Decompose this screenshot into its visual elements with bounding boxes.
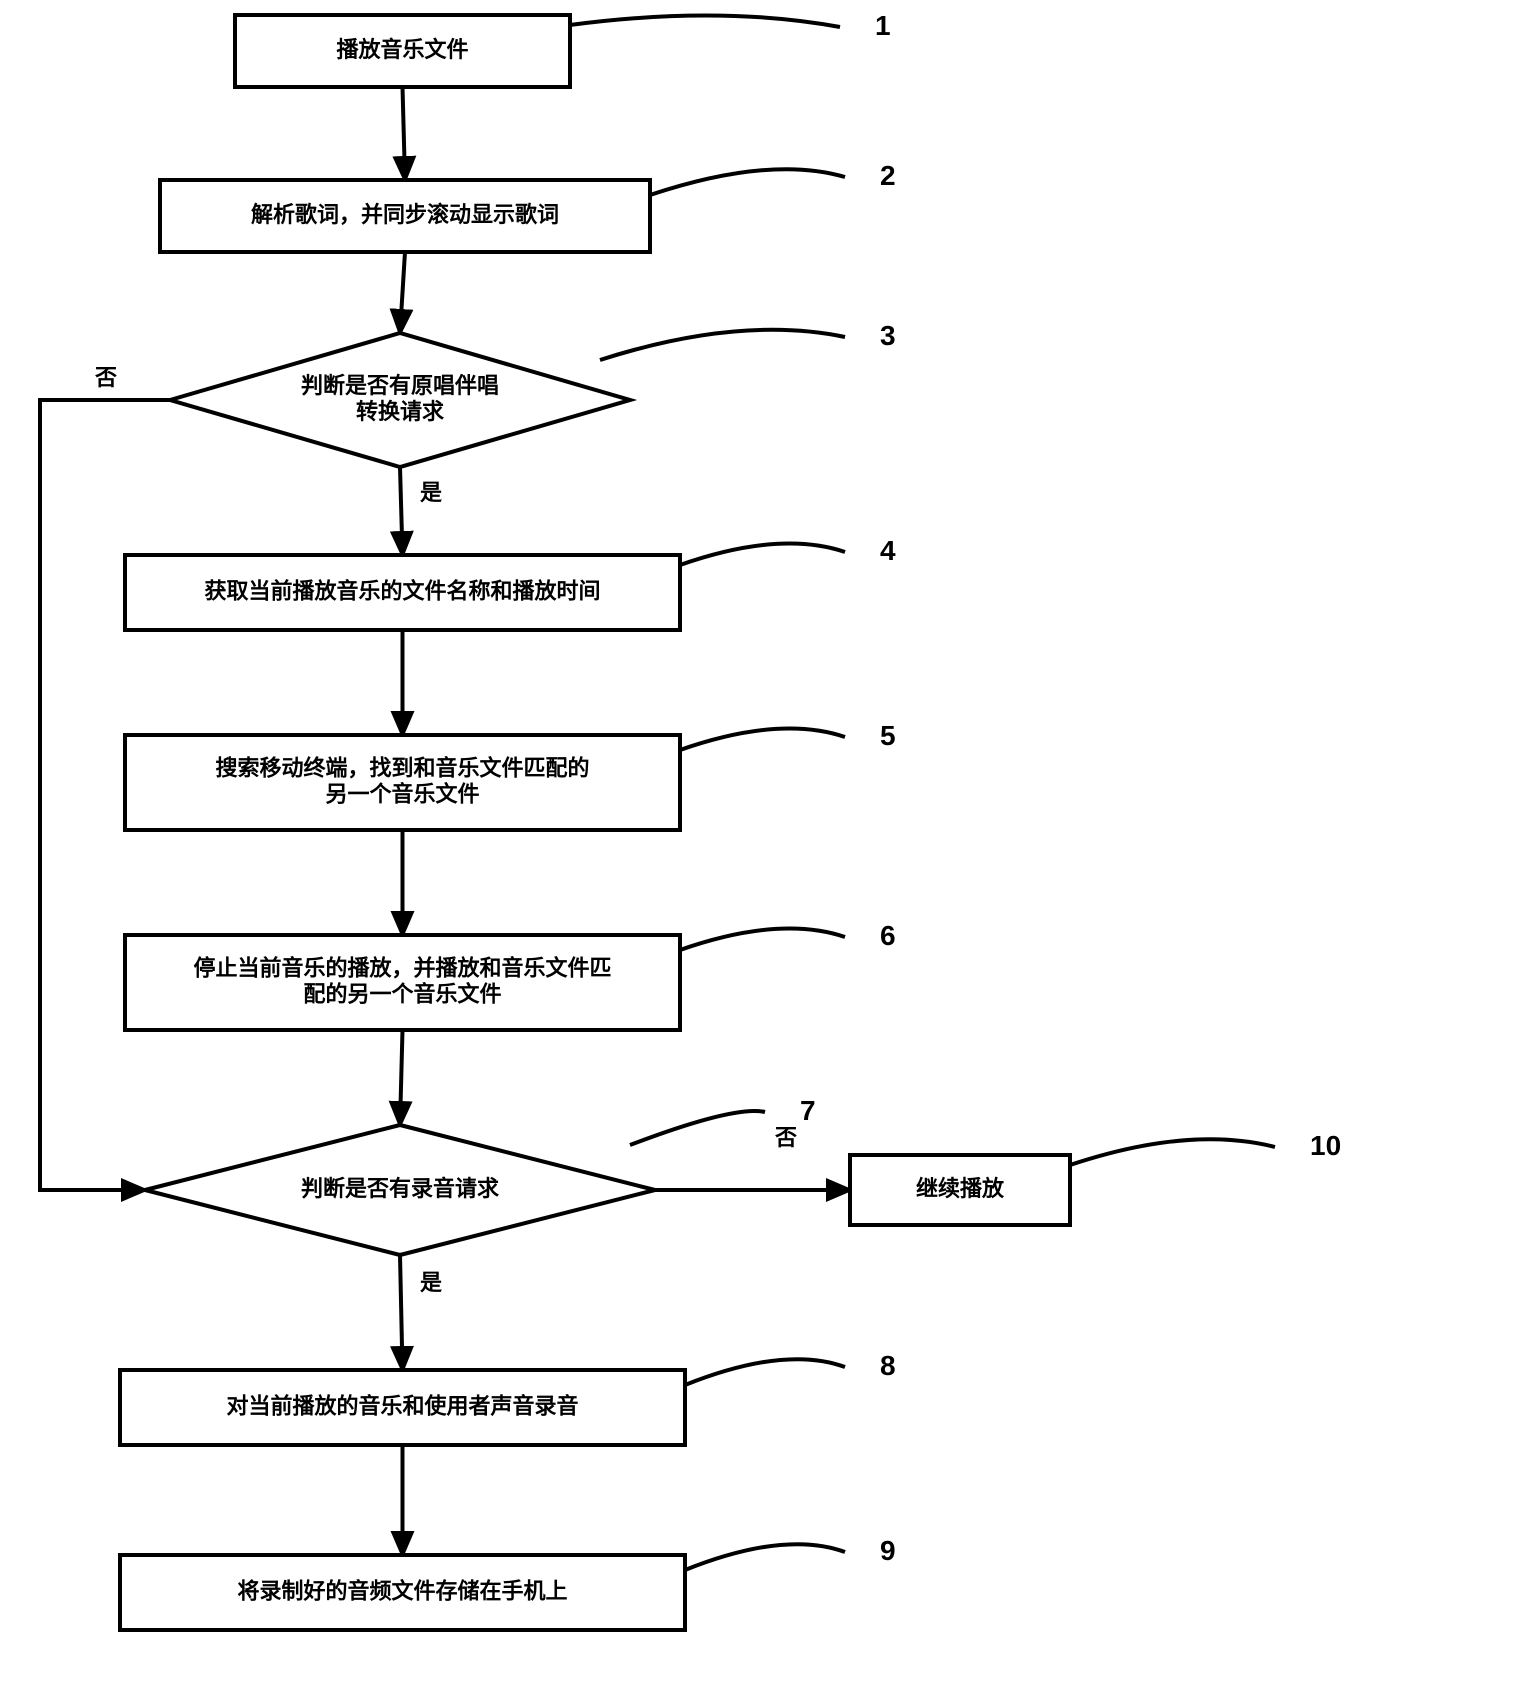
callout-line-c8 <box>685 1359 845 1385</box>
svg-text:判断是否有录音请求: 判断是否有录音请求 <box>301 1176 499 1201</box>
callout-num-c4: 4 <box>880 535 896 566</box>
node-n1: 播放音乐文件 <box>235 15 570 87</box>
node-n9: 将录制好的音频文件存储在手机上 <box>120 1555 685 1630</box>
svg-text:搜索移动终端，找到和音乐文件匹配的: 搜索移动终端，找到和音乐文件匹配的 <box>215 755 589 780</box>
svg-text:获取当前播放音乐的文件名称和播放时间: 获取当前播放音乐的文件名称和播放时间 <box>204 578 600 603</box>
callout-num-c10: 10 <box>1310 1130 1341 1161</box>
callout-num-c6: 6 <box>880 920 896 951</box>
svg-text:播放音乐文件: 播放音乐文件 <box>336 37 468 62</box>
svg-text:解析歌词，并同步滚动显示歌词: 解析歌词，并同步滚动显示歌词 <box>251 202 559 227</box>
callout-num-c2: 2 <box>880 160 896 191</box>
flowchart-svg: 播放音乐文件解析歌词，并同步滚动显示歌词判断是否有原唱伴唱转换请求获取当前播放音… <box>0 0 1534 1697</box>
node-n4: 获取当前播放音乐的文件名称和播放时间 <box>125 555 680 630</box>
svg-text:另一个音乐文件: 另一个音乐文件 <box>325 781 479 806</box>
label-yes2: 是 <box>420 1270 442 1295</box>
callout-line-c7 <box>630 1111 765 1145</box>
callout-line-c4 <box>680 544 845 565</box>
svg-text:配的另一个音乐文件: 配的另一个音乐文件 <box>303 981 501 1006</box>
svg-text:停止当前音乐的播放，并播放和音乐文件匹: 停止当前音乐的播放，并播放和音乐文件匹 <box>193 955 611 980</box>
label-no2: 否 <box>774 1125 797 1150</box>
callout-line-c1 <box>570 15 840 27</box>
callout-num-c3: 3 <box>880 320 896 351</box>
callout-num-c1: 1 <box>875 10 891 41</box>
callout-line-c9 <box>685 1544 845 1570</box>
label-no1: 否 <box>94 365 117 390</box>
svg-text:将录制好的音频文件存储在手机上: 将录制好的音频文件存储在手机上 <box>237 1578 567 1603</box>
svg-text:判断是否有原唱伴唱: 判断是否有原唱伴唱 <box>301 373 499 398</box>
callout-num-c5: 5 <box>880 720 896 751</box>
svg-text:继续播放: 继续播放 <box>916 1176 1005 1201</box>
svg-text:对当前播放的音乐和使用者声音录音: 对当前播放的音乐和使用者声音录音 <box>226 1393 578 1418</box>
svg-text:转换请求: 转换请求 <box>356 399 444 424</box>
node-n2: 解析歌词，并同步滚动显示歌词 <box>160 180 650 252</box>
callout-line-c6 <box>680 929 845 950</box>
label-yes1: 是 <box>420 480 442 505</box>
node-n7: 判断是否有录音请求 <box>145 1125 655 1255</box>
callout-line-c3 <box>600 330 845 360</box>
node-n6: 停止当前音乐的播放，并播放和音乐文件匹配的另一个音乐文件 <box>125 935 680 1030</box>
callout-line-c5 <box>680 729 845 750</box>
callout-num-c7: 7 <box>800 1095 816 1126</box>
node-n3: 判断是否有原唱伴唱转换请求 <box>170 333 630 467</box>
callout-line-c10 <box>1070 1139 1275 1165</box>
node-n8: 对当前播放的音乐和使用者声音录音 <box>120 1370 685 1445</box>
node-n10: 继续播放 <box>850 1155 1070 1225</box>
node-n5: 搜索移动终端，找到和音乐文件匹配的另一个音乐文件 <box>125 735 680 830</box>
callout-num-c8: 8 <box>880 1350 896 1381</box>
callout-num-c9: 9 <box>880 1535 896 1566</box>
callout-line-c2 <box>650 169 845 195</box>
